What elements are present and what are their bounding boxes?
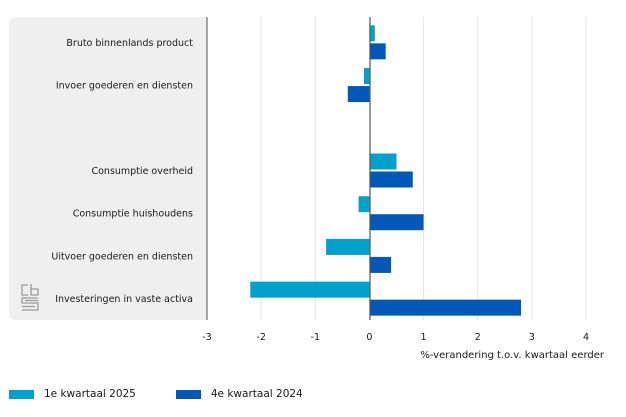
legend-swatch-q4-2024 [175,389,201,399]
bar-q1-2025 [369,25,375,42]
x-tick-label: -2 [256,332,265,343]
x-tick-label: -1 [311,332,320,343]
category-label: Bruto binnenlands product [66,38,193,49]
x-tick-label: 4 [583,332,589,343]
x-tick-label: 2 [475,332,481,343]
x-tick-label: 1 [421,332,427,343]
bar-q4-2024 [369,299,522,316]
cbs-logo-icon [21,284,39,311]
category-label: Consumptie overheid [91,166,193,177]
bar-q1-2025 [364,68,370,85]
category-label: Uitvoer goederen en diensten [51,251,193,262]
bar-chart: Bruto binnenlands product Invoer goederen… [51,17,605,361]
x-tick-label: 0 [366,332,372,343]
x-tick-labels: -3 -2 -1 0 1 2 3 4 [202,332,589,343]
bar-q1-2025 [326,238,370,255]
x-tick-label: 3 [529,332,535,343]
legend: 1e kwartaal 2025 4e kwartaal 2024 [9,388,343,400]
bar-q1-2025 [358,196,370,213]
category-label: Investeringen in vaste activa [55,294,193,305]
bars [250,25,522,316]
gridlines [260,17,587,320]
bar-q4-2024 [369,256,392,273]
category-label-panel [9,17,207,320]
bar-q1-2025 [250,281,370,298]
bar-q4-2024 [369,214,424,231]
bar-q4-2024 [369,43,386,60]
legend-item-q4-2024: 4e kwartaal 2024 [175,388,303,400]
x-tick-label: -3 [202,332,211,343]
legend-label: 4e kwartaal 2024 [210,388,303,400]
legend-swatch-q1-2025 [9,389,34,399]
bar-q4-2024 [369,171,413,188]
x-axis-title: %-verandering t.o.v. kwartaal eerder [420,350,605,361]
category-labels: Bruto binnenlands product Invoer goederen… [51,38,193,305]
legend-label: 1e kwartaal 2025 [44,388,136,400]
bar-q4-2024 [347,86,370,103]
category-label: Consumptie huishoudens [73,209,193,220]
category-label: Invoer goederen en diensten [56,81,193,92]
legend-item-q1-2025: 1e kwartaal 2025 [9,388,136,400]
bar-q1-2025 [369,153,397,170]
